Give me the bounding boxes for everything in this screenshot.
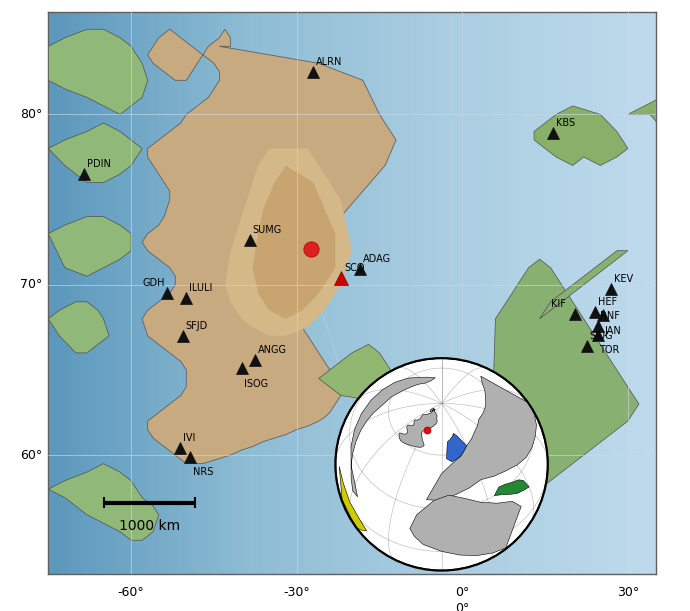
Text: 60°: 60°: [20, 448, 42, 461]
Text: TOR: TOR: [599, 345, 620, 356]
Polygon shape: [490, 259, 639, 498]
Text: 0°: 0°: [455, 585, 469, 599]
Text: 70°: 70°: [20, 278, 42, 291]
Polygon shape: [426, 376, 536, 500]
Text: KIF: KIF: [551, 299, 566, 309]
Text: ILULI: ILULI: [189, 284, 213, 293]
Text: 30°: 30°: [617, 585, 639, 599]
Text: ALRN: ALRN: [316, 57, 342, 67]
Polygon shape: [225, 148, 352, 336]
Text: SJUG: SJUG: [589, 331, 613, 341]
Text: IVI: IVI: [183, 433, 195, 443]
Text: JAN: JAN: [604, 326, 622, 336]
Text: ADAG: ADAG: [363, 254, 391, 265]
Polygon shape: [399, 408, 437, 447]
Text: 0°: 0°: [455, 602, 469, 611]
Polygon shape: [48, 123, 142, 183]
Polygon shape: [494, 480, 529, 496]
Text: SCO: SCO: [344, 263, 365, 273]
Polygon shape: [142, 29, 396, 464]
Text: NRS: NRS: [193, 467, 213, 477]
Polygon shape: [319, 345, 391, 399]
Polygon shape: [48, 29, 148, 114]
Polygon shape: [351, 377, 435, 497]
Polygon shape: [628, 97, 690, 148]
Polygon shape: [410, 495, 521, 555]
Text: GDH: GDH: [142, 278, 165, 288]
Text: KEV: KEV: [614, 274, 633, 284]
Polygon shape: [540, 251, 628, 319]
Polygon shape: [446, 433, 466, 462]
Text: SUMG: SUMG: [253, 225, 282, 235]
Text: ANGG: ANGG: [257, 345, 286, 354]
Circle shape: [335, 358, 548, 571]
Text: HEF: HEF: [598, 297, 617, 307]
Polygon shape: [534, 106, 628, 166]
Text: 80°: 80°: [20, 108, 42, 121]
Polygon shape: [48, 217, 131, 276]
Polygon shape: [48, 464, 159, 540]
Text: KBS: KBS: [556, 118, 575, 128]
Text: 1000 km: 1000 km: [119, 519, 180, 533]
Polygon shape: [48, 302, 109, 353]
Text: -60°: -60°: [118, 585, 144, 599]
Text: -30°: -30°: [284, 585, 310, 599]
Polygon shape: [339, 466, 367, 531]
Text: SFJD: SFJD: [186, 321, 208, 331]
Text: RNF: RNF: [600, 310, 620, 321]
Text: PDIN: PDIN: [87, 159, 111, 169]
Polygon shape: [253, 166, 335, 319]
Text: ISOG: ISOG: [244, 379, 268, 389]
